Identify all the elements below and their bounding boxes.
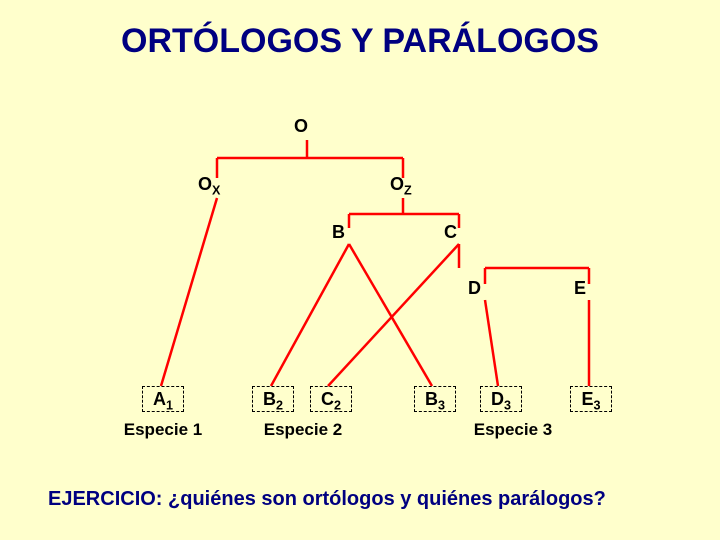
leaf-C2: C2 [310,386,352,412]
leaf-A1: A1 [142,386,184,412]
leaf-E3: E3 [570,386,612,412]
node-C: C [444,222,457,243]
tree-edge [485,300,498,386]
node-O: O [294,116,308,137]
tree-edge [349,244,432,386]
tree-diagram [0,0,720,540]
tree-edge [161,198,217,386]
exercise-footer: EJERCICIO: ¿quiénes son ortólogos y quié… [48,488,606,511]
tree-edge [328,244,459,386]
node-D: D [468,278,481,299]
tree-edge [271,244,349,386]
node-B: B [332,222,345,243]
node-Ox: OX [198,174,220,198]
node-Oz: OZ [390,174,412,198]
species-label-1: Especie 1 [118,420,208,440]
leaf-B2: B2 [252,386,294,412]
node-E: E [574,278,586,299]
species-label-2: Especie 2 [258,420,348,440]
leaf-D3: D3 [480,386,522,412]
leaf-B3: B3 [414,386,456,412]
species-label-3: Especie 3 [468,420,558,440]
